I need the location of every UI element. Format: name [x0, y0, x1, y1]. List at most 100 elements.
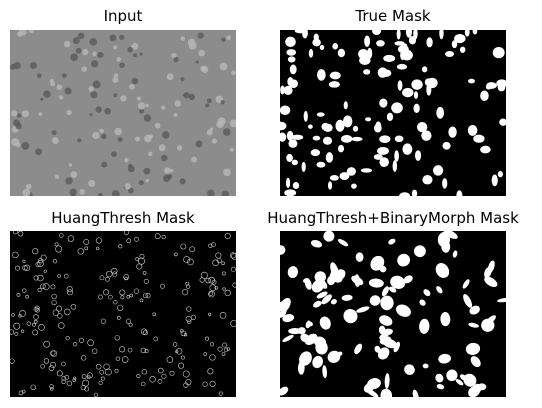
cell: [111, 190, 120, 196]
morph-blob: [468, 322, 480, 328]
cell-outline: [160, 283, 165, 289]
cell-outline: [100, 318, 106, 324]
cell-outline: [222, 342, 228, 348]
cell-outline: [93, 392, 98, 397]
cell-outline: [84, 246, 89, 251]
morph-blob: [319, 316, 331, 330]
morph-blob: [440, 312, 451, 327]
cell-outline: [70, 303, 77, 310]
cell: [220, 100, 225, 105]
cell-outline: [125, 318, 132, 324]
cell: [124, 183, 131, 190]
cell-outline: [142, 293, 148, 299]
cell-blob: [439, 30, 444, 40]
cell-outline: [222, 287, 226, 291]
cell-blob: [367, 47, 373, 59]
cell-outline: [135, 257, 140, 261]
cell-outline: [61, 361, 66, 367]
cell: [191, 156, 198, 163]
cell-blob: [442, 141, 451, 150]
morph-blob: [374, 345, 381, 353]
cell-outline: [187, 258, 194, 266]
morph-blob: [381, 286, 389, 297]
cell-blob: [397, 45, 409, 54]
morph-blob: [380, 295, 394, 311]
cell-blob: [413, 91, 419, 99]
cell-outline: [166, 356, 174, 363]
morph-blob: [308, 321, 313, 327]
cell-blob: [308, 48, 314, 58]
cell: [54, 174, 60, 180]
cell: [82, 48, 89, 56]
cell: [119, 34, 125, 40]
cell-blob: [402, 87, 414, 98]
cell: [197, 32, 204, 39]
morph-blob: [481, 318, 495, 332]
cell-blob: [396, 63, 408, 70]
cell-outline: [43, 358, 50, 364]
cell-blob: [426, 83, 432, 96]
cell-outline: [30, 384, 37, 391]
cell-outline: [180, 243, 187, 250]
cell-outline: [38, 324, 45, 331]
cell: [135, 136, 141, 142]
cell-outline: [203, 352, 208, 356]
cell-blob: [402, 143, 413, 155]
cell: [131, 77, 139, 85]
cell: [231, 70, 236, 76]
cell-outline: [182, 370, 190, 378]
cell-outline: [161, 373, 167, 379]
cell-outline: [224, 232, 231, 240]
morph-blob: [321, 294, 332, 305]
cell-outline: [87, 372, 93, 379]
cell-outline: [95, 237, 102, 244]
cell: [117, 137, 123, 143]
cell-outline: [98, 380, 103, 385]
cell-blob: [291, 159, 298, 166]
cell-outline: [128, 322, 133, 327]
cell: [22, 188, 31, 196]
morph-blob: [484, 276, 498, 287]
morph-blob: [412, 389, 419, 397]
morph-blob: [380, 388, 393, 397]
cell-outline: [152, 312, 157, 317]
morph-blob: [299, 351, 312, 366]
cell-outline: [141, 381, 146, 387]
cell-outline: [144, 348, 149, 353]
cell-outline: [175, 349, 179, 354]
cell: [136, 96, 142, 101]
cell: [69, 188, 77, 196]
cell-outline: [40, 283, 46, 290]
cell: [16, 113, 22, 118]
cell-blob: [380, 69, 392, 77]
morph-blob: [469, 305, 480, 315]
cell-blob: [288, 139, 298, 148]
cell-outline: [139, 298, 144, 303]
cell-outline: [138, 257, 146, 265]
cell-blob: [399, 192, 411, 196]
cell: [89, 113, 93, 117]
cell-blob: [332, 43, 339, 50]
cell: [65, 177, 73, 185]
cell-outline: [134, 236, 139, 242]
panel-title-huang: HuangThresh Mask: [51, 209, 195, 227]
cell-outline: [161, 234, 166, 240]
cell-blob: [286, 130, 294, 141]
cell: [160, 105, 166, 110]
cell-outline: [145, 293, 151, 298]
cell-outline: [185, 284, 191, 289]
cell-outline: [173, 342, 178, 347]
cell-outline: [21, 389, 26, 394]
cell: [56, 84, 63, 90]
cell-outline: [230, 252, 236, 259]
cell: [21, 110, 30, 118]
morph-blob: [351, 275, 364, 286]
cell: [195, 60, 199, 64]
cell: [207, 189, 215, 196]
morph-blob: [470, 356, 481, 368]
morph-blob: [327, 350, 341, 363]
cell-outline: [123, 231, 129, 235]
cell-outline: [73, 376, 77, 380]
cell-blob: [312, 38, 321, 47]
cell: [198, 49, 205, 57]
